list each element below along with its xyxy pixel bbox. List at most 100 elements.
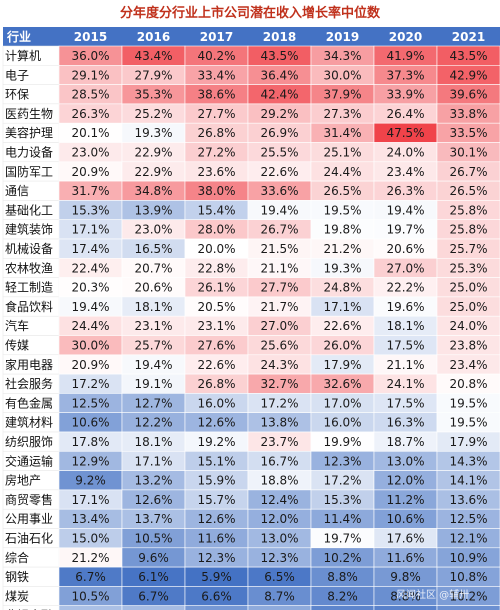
industry-label: 国防军工 [5,164,53,179]
cell-value: 27.3% [323,107,361,121]
table-row: 环保 28.5% 35.3% 38.6% 42.4% 37.9% 33.9% 39.6% [2,84,500,105]
cell-value: 24.4% [323,165,361,179]
cell-value: 17.4% [71,242,109,256]
cell-value: 23.7% [260,435,298,449]
cell-value: 19.3% [323,261,361,275]
cell-value: 27.0% [386,261,424,275]
cell-value: 24.8% [323,281,361,295]
cell-value: 25.7% [134,339,172,353]
cell-value: 11.4% [323,512,361,526]
cell-value: 17.2% [323,474,361,488]
cell-value: 17.5% [386,396,424,410]
industry-label: 公用事业 [5,512,53,526]
cell-value: 23.1% [134,319,172,333]
cell-value: 13.6% [449,493,487,507]
cell-value: 16.3% [386,416,424,430]
table-row: 有色金属 12.5% 12.7% 16.0% 17.2% 17.0% 17.5% 19.5% [2,393,500,413]
cell-value: 18.8% [260,474,298,488]
cell-value: 13.0% [260,532,298,546]
industry-label: 建筑材料 [5,415,53,430]
cell-value: 19.4% [134,358,172,372]
cell-value: 38.0% [197,184,235,198]
cell-value: 20.1% [71,126,109,140]
cell-value: 38.6% [197,88,235,102]
industry-cell [2,605,60,610]
cell-value: 18.1% [134,300,172,314]
cell-value: 43.5% [449,49,487,63]
cell-value: 10.9% [449,551,487,565]
cell-value: 19.3% [134,126,172,140]
header-corner-label: 行业 [6,29,31,44]
cell-value: 19.8% [323,223,361,237]
cell-value: 5.9% [201,570,232,584]
cell-value: 19.4% [260,203,298,217]
cell-value: 26.7% [260,223,298,237]
cell-value: 21.2% [71,551,109,565]
cell-value: 27.7% [260,281,298,295]
industry-label: 钢铁 [5,570,29,584]
industry-label: 电子 [5,68,29,82]
cell-value: 19.7% [386,223,424,237]
industry-label: 计算机 [5,48,41,63]
table-row: 机械设备 17.4% 16.5% 20.0% 21.5% 21.2% 20.6% 25.7% [2,238,500,259]
table-row: 食品饮料 19.4% 18.1% 20.5% 21.7% 17.1% 19.6% 25.0% [2,296,500,317]
industry-label: 基础化工 [5,203,53,217]
industry-label: 纺织服饰 [5,435,53,449]
cell-value: 12.4% [260,493,298,507]
cell-value: 11.6% [197,532,235,546]
cell-value: 15.0% [71,532,109,546]
year-header-2019: 2019 [326,30,359,44]
table-header: 行业 2015 2016 2017 2018 2019 2020 2021 [3,27,500,46]
cell-value: 26.7% [449,165,487,179]
cell-value: 17.1% [323,300,361,314]
heat-cell-2016 [121,605,186,610]
cell-value: 13.0% [386,454,424,468]
cell-value: 13.7% [134,512,172,526]
cell-value: 20.5% [197,300,235,314]
cell-value: 19.9% [323,435,361,449]
industry-label: 汽车 [5,318,29,333]
cell-value: 12.5% [71,396,109,410]
cell-value: 24.3% [260,358,298,372]
cell-value: 16.0% [197,396,235,410]
cell-value: 16.5% [134,242,172,256]
table-row: 非银金融 13.7% 13.3% 9.7% 11.5% 7.8% 7.5% 8.9% [2,605,500,610]
year-header-2021: 2021 [452,30,485,44]
cell-value: 28.5% [71,88,109,102]
table-body: 计算机 36.0% 43.4% 40.2% 43.5% 34.3% 41.9% 43.5% 电子… [2,45,500,610]
cell-value: 29.2% [260,107,298,121]
cell-value: 21.1% [260,261,298,275]
industry-label: 社会服务 [5,376,53,391]
industry-label: 传媒 [5,338,29,353]
industry-label: 综合 [5,550,29,565]
cell-value: 26.5% [323,184,361,198]
cell-value: 30.0% [71,339,109,353]
cell-value: 18.1% [386,319,424,333]
cell-value: 26.0% [323,339,361,353]
cell-value: 12.9% [71,454,109,468]
cell-value: 25.6% [260,339,298,353]
cell-value: 18.1% [134,435,172,449]
cell-value: 20.9% [71,358,109,372]
chart-title: 分年度分行业上市公司潜在收入增长率中位数 [120,5,381,21]
cell-value: 6.6% [201,589,232,603]
cell-value: 6.5% [264,570,295,584]
cell-value: 43.5% [260,49,298,63]
cell-value: 30.0% [323,68,361,82]
industry-label: 非银金融 [5,608,53,610]
cell-value: 8.8% [327,570,358,584]
cell-value: 13.7% [71,609,109,610]
table-row: 公用事业 13.4% 13.7% 12.6% 12.0% 11.4% 10.6% 12.5% [2,508,500,529]
cell-value: 16.7% [260,454,298,468]
cell-value: 12.6% [197,512,235,526]
cell-value: 32.7% [260,377,298,391]
cell-value: 20.8% [449,377,487,391]
industry-label: 美容护理 [5,125,53,140]
cell-value: 17.2% [260,396,298,410]
cell-value: 26.5% [449,184,487,198]
table-row: 基础化工 15.3% 13.9% 15.4% 19.4% 19.5% 19.4% 25.8% [2,200,500,220]
industry-label: 有色金属 [5,395,53,410]
cell-value: 13.8% [260,416,298,430]
cell-value: 13.9% [134,203,172,217]
